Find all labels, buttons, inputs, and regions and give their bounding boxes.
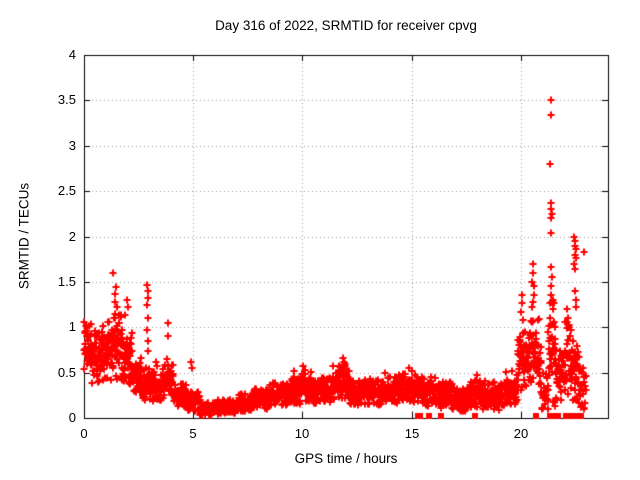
y-tick-label: 3.5 <box>57 92 76 107</box>
x-tick-label: 20 <box>513 426 529 441</box>
chart-title: Day 316 of 2022, SRMTID for receiver cpv… <box>215 18 477 33</box>
x-tick-label: 15 <box>404 426 420 441</box>
y-tick-label: 3 <box>68 138 76 153</box>
y-tick-label: 0.5 <box>57 365 76 380</box>
x-tick-label: 10 <box>294 426 310 441</box>
x-tick-label: 0 <box>80 426 88 441</box>
y-tick-label: 4 <box>68 47 76 62</box>
y-tick-label: 2 <box>68 229 76 244</box>
y-tick-label: 2.5 <box>57 183 76 198</box>
x-axis-title: GPS time / hours <box>294 451 398 466</box>
y-tick-label: 1 <box>68 319 76 334</box>
y-tick-label: 0 <box>68 410 76 425</box>
y-tick-label: 1.5 <box>57 274 76 289</box>
x-tick-label: 5 <box>189 426 197 441</box>
